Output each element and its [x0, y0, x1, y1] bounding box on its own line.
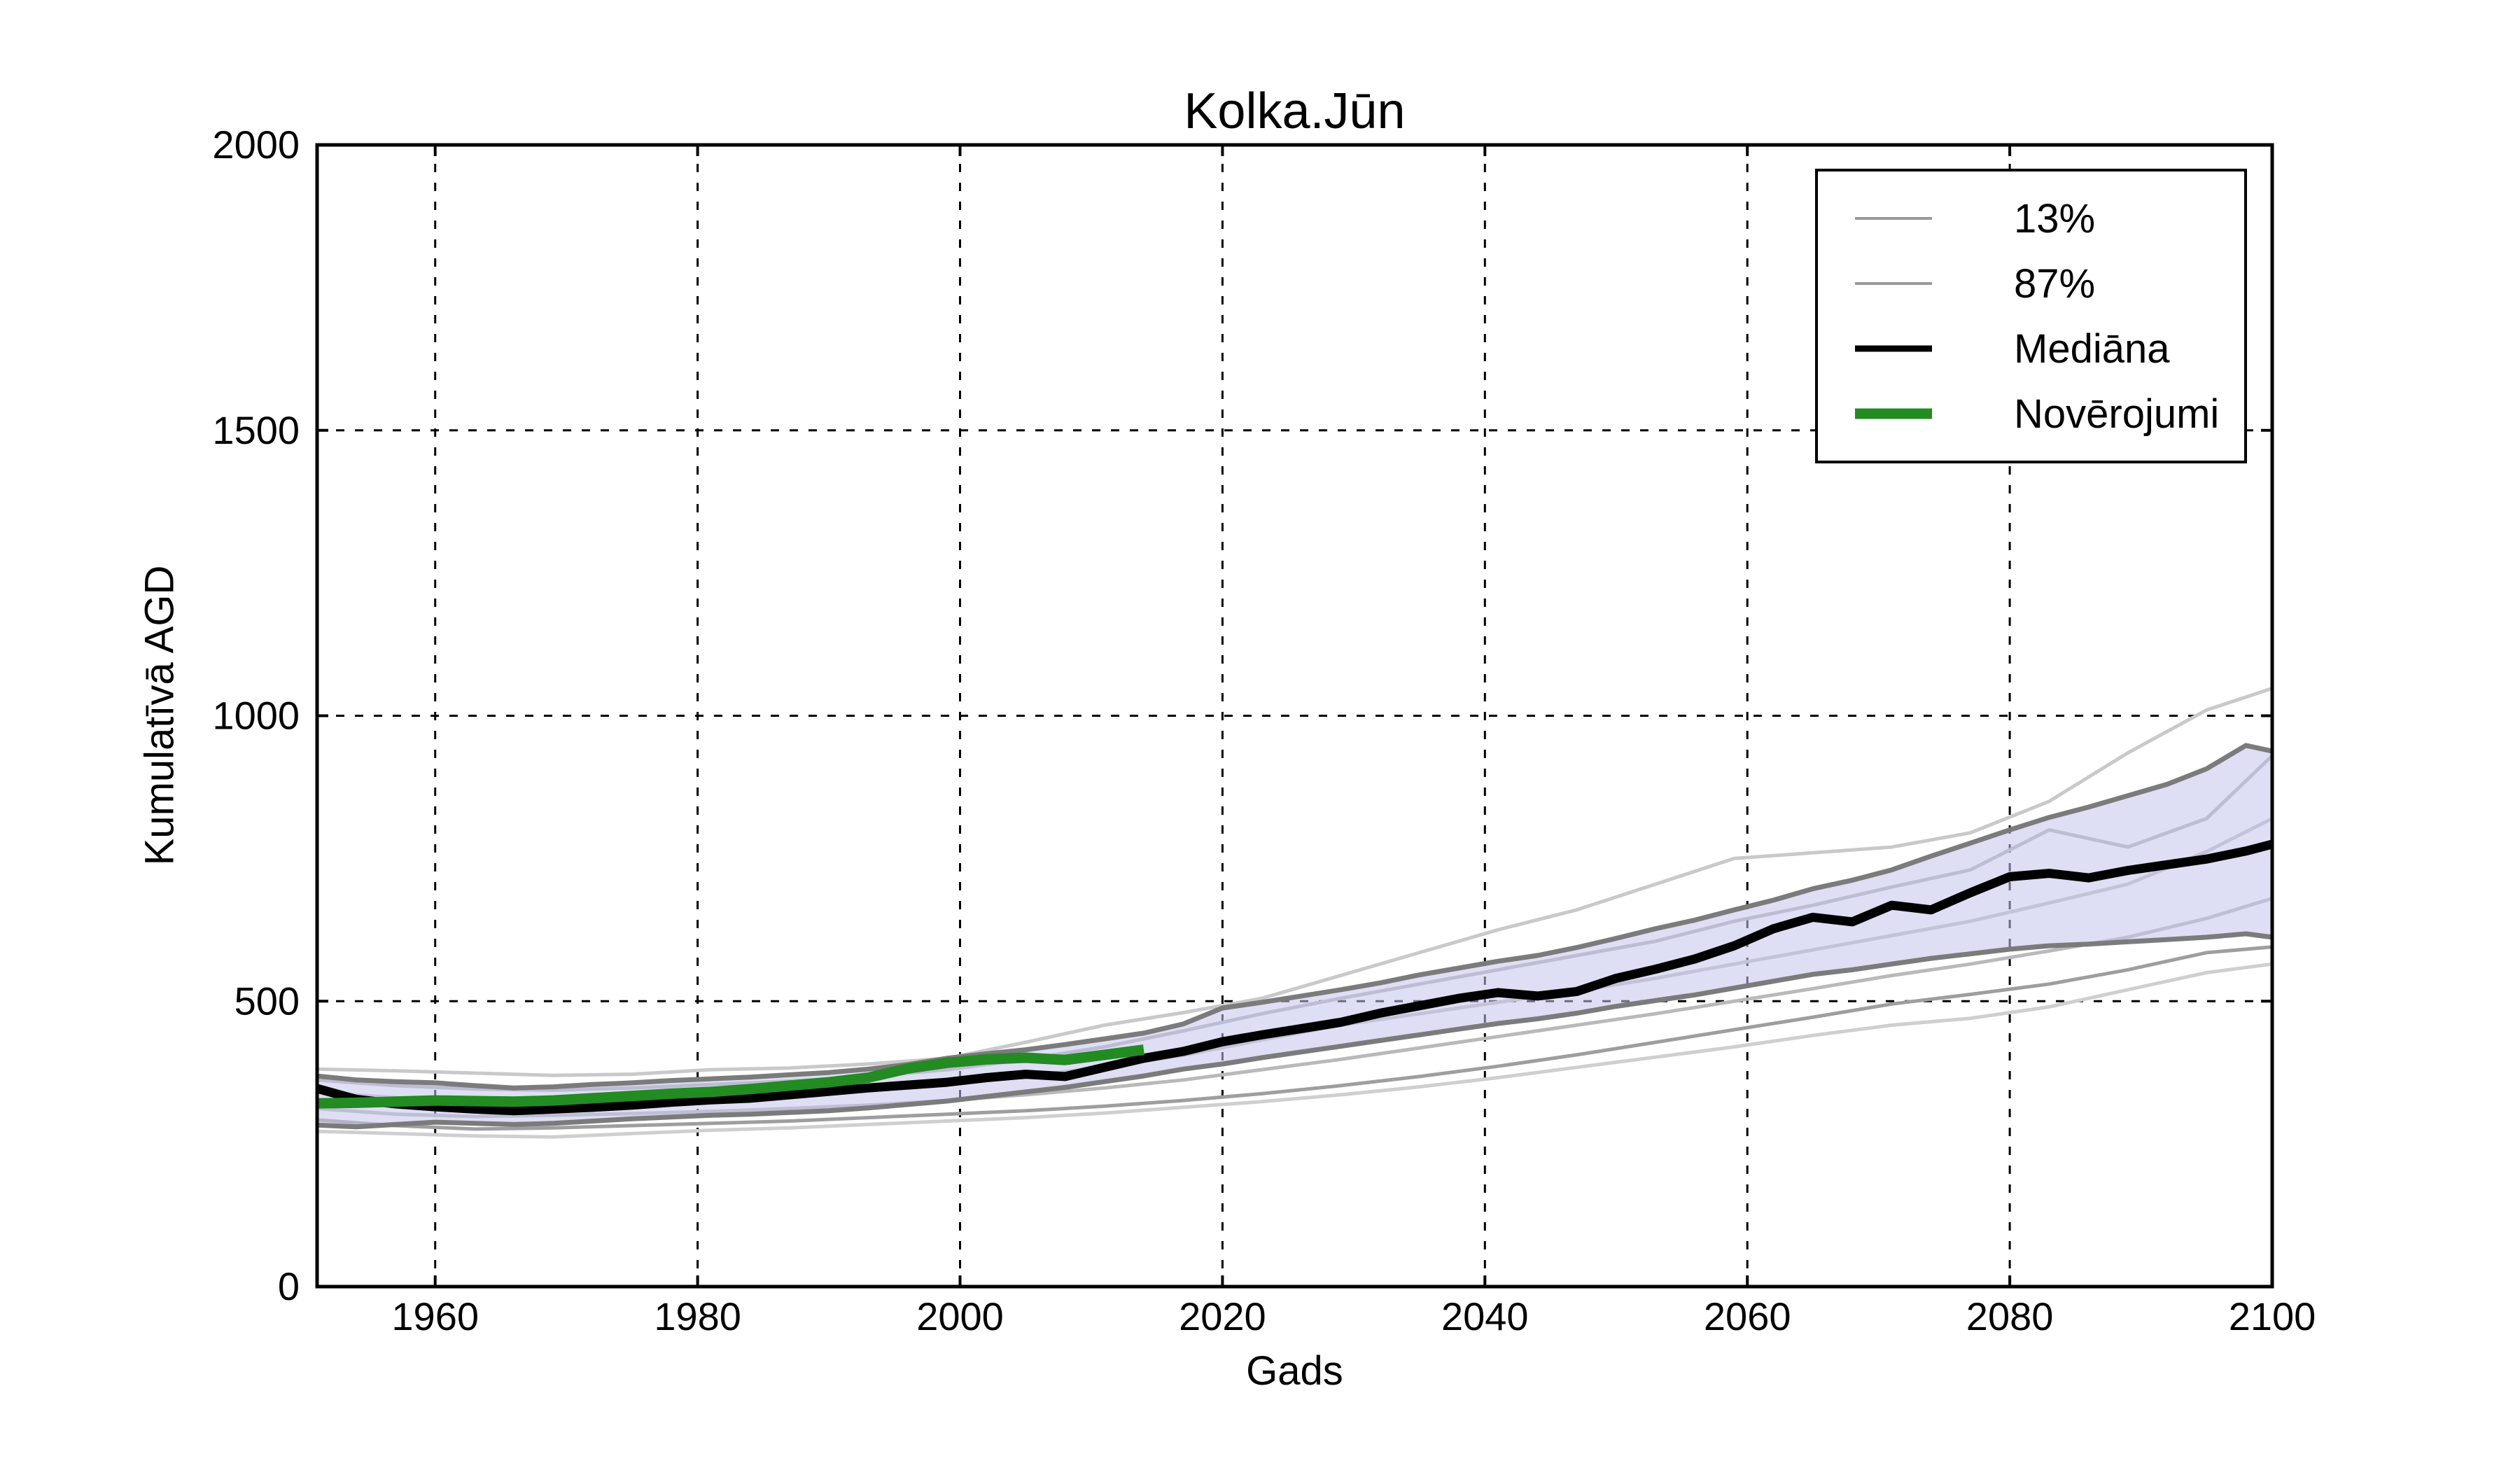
x-tick-label: 2080 [1966, 1294, 2054, 1338]
quantile-13-line-swatch [1855, 217, 1932, 220]
x-tick-label: 2100 [2229, 1294, 2316, 1338]
y-tick-label: 1000 [212, 694, 300, 738]
legend-label: Mediāna [2014, 326, 2170, 372]
ensemble-line-run-1 [316, 687, 2273, 1077]
quantile-13-line [316, 931, 2273, 1130]
observations-line-swatch [1855, 408, 1932, 419]
legend-label: 13% [2014, 195, 2096, 241]
y-tick-label: 500 [234, 979, 300, 1023]
y-tick-label: 1500 [212, 408, 300, 452]
quantile-band [317, 745, 2272, 1127]
ensemble-line-run-5 [316, 945, 2273, 1131]
legend-label: 87% [2014, 260, 2096, 307]
chart-title: Kolka.Jūn [1184, 83, 1406, 139]
legend: 13% 87% Mediāna Novērojumi [1815, 169, 2247, 463]
quantile-87-line-swatch [1855, 282, 1932, 285]
y-tick-label: 0 [278, 1264, 300, 1308]
x-tick-label: 2060 [1704, 1294, 1791, 1338]
median-line [316, 839, 2274, 1116]
x-tick-label: 2040 [1441, 1294, 1529, 1338]
observations-line [316, 1044, 1144, 1109]
x-axis-label: Gads [1246, 1348, 1343, 1394]
legend-item-mediana: Mediāna [1851, 316, 2244, 382]
legend-item-13pct: 13% [1851, 186, 2244, 251]
x-tick-label: 2000 [916, 1294, 1004, 1338]
legend-item-87pct: 87% [1851, 251, 2244, 316]
x-tick-label: 1960 [391, 1294, 479, 1338]
x-tick-label: 1980 [654, 1294, 741, 1338]
median-line-swatch [1855, 345, 1932, 352]
legend-label: Novērojumi [2014, 391, 2220, 437]
y-tick-label: 2000 [212, 122, 300, 167]
legend-item-noverojumi: Novērojumi [1851, 382, 2244, 447]
ensemble-line-run-6 [316, 962, 2273, 1139]
x-tick-label: 2020 [1179, 1294, 1266, 1338]
quantile-87-line [316, 743, 2273, 1091]
y-axis-label: Kumulatīvā AGD [136, 565, 183, 866]
